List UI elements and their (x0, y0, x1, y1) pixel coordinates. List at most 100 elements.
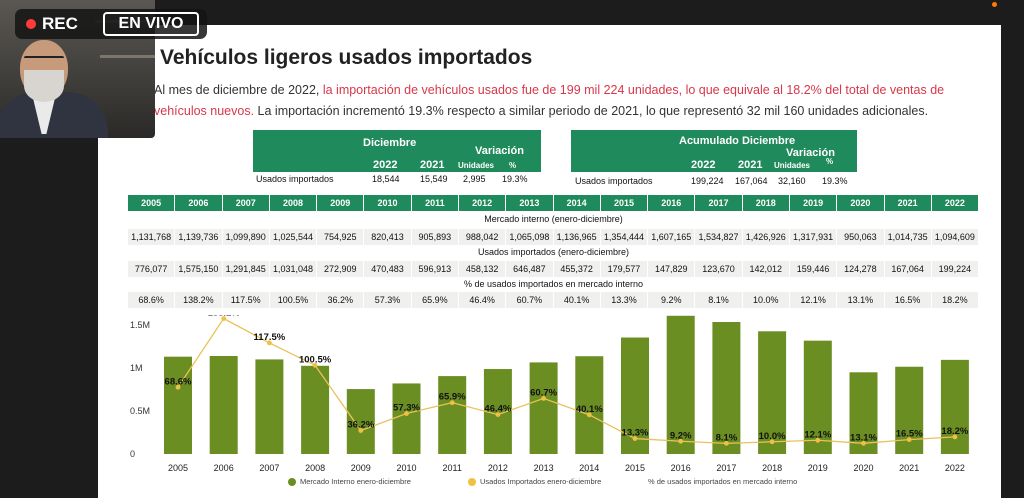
bar (164, 356, 192, 454)
table-header-december: Diciembre Variación 2022 2021 Unidades % (253, 130, 541, 172)
presentation-slide: Vehículos ligeros usados importados Al m… (98, 25, 1001, 498)
mercado-cell: 1,139,736 (175, 229, 223, 245)
usados-point (678, 438, 684, 444)
bar (301, 365, 330, 454)
presenter-beard (24, 70, 64, 102)
bar (209, 355, 238, 454)
x-tick-label: 2011 (443, 463, 462, 473)
usados-point (312, 362, 318, 368)
paragraph-highlight: vehículos nuevos. (154, 104, 255, 118)
mercado-cell: 1,607,165 (648, 229, 696, 245)
paragraph-line-1: Al mes de diciembre de 2022, la importac… (154, 83, 944, 97)
usados-point (449, 400, 455, 406)
bar (849, 372, 878, 454)
section-label-usados: Usados importados (enero-diciembre) (477, 247, 630, 257)
mercado-cell: 1,065,098 (506, 229, 554, 245)
bar (758, 331, 787, 454)
data-label: 60.7% (530, 387, 557, 398)
year-label: 2021 (420, 159, 445, 171)
usados-point (632, 436, 638, 441)
usados-point (952, 434, 958, 440)
pct-label: % (509, 161, 517, 170)
data-label: 9.2% (670, 430, 692, 441)
x-tick-label: 2013 (534, 463, 554, 473)
usados-cell: 646,487 (506, 261, 554, 277)
legend-swatch-green (288, 478, 296, 487)
usados-cell: 124,278 (837, 261, 885, 277)
year-header-cell: 2010 (364, 195, 412, 211)
y-tick-label: 1M (130, 363, 143, 373)
year-header-cell: 2006 (175, 195, 223, 211)
mercado-cell: 950,063 (837, 229, 885, 245)
pct-cell: 13.3% (601, 292, 649, 308)
legend-label: % de usados importados en mercado intern… (648, 477, 798, 486)
live-badge: EN VIVO (103, 12, 199, 36)
y-tick-label: 1.5M (130, 320, 150, 330)
data-row-mercado: 1,131,768 1,139,736 1,099,890 1,025,544 754,… (128, 229, 980, 245)
usados-point (175, 384, 181, 390)
year-header-cell: 2015 (601, 195, 649, 211)
x-tick-label: 2019 (808, 463, 828, 473)
year-header-cell: 2008 (270, 195, 318, 211)
data-label: 65.9% (439, 392, 466, 403)
usados-point (906, 437, 912, 443)
mercado-cell: 1,014,735 (885, 229, 932, 245)
x-tick-label: 2007 (259, 463, 279, 473)
x-tick-label: 2012 (488, 463, 508, 473)
data-label: 16.5% (896, 429, 923, 440)
bar (392, 383, 421, 454)
year-header-cell: 2012 (459, 195, 507, 211)
table-cell: 18,544 (372, 174, 400, 184)
x-tick-label: 2006 (214, 463, 234, 473)
usados-cell: 1,291,845 (223, 261, 270, 277)
data-label: 117.5% (254, 332, 286, 343)
table-header-accumulated: Acumulado Diciembre Variación 2022 2021 … (571, 130, 857, 172)
year-label: 2022 (373, 159, 398, 171)
x-tick-label: 2015 (625, 463, 645, 473)
pct-cell: 138.2% (175, 292, 223, 308)
table-cell: 19.3% (822, 176, 848, 186)
legend-item-mercado: Mercado Interno enero-diciembre (288, 477, 411, 487)
usados-point (815, 437, 821, 443)
pct-cell: 46.4% (459, 292, 507, 308)
x-tick-label: 2014 (579, 463, 599, 473)
pct-label: % (826, 157, 834, 166)
x-tick-label: 2005 (168, 463, 188, 473)
paragraph-line-2: vehículos nuevos. La importación increme… (154, 104, 928, 118)
data-label: 138.2% (208, 315, 241, 319)
year-header-cell: 2005 (128, 195, 176, 211)
data-row-usados: 776,077 1,575,150 1,291,845 1,031,048 272,90… (128, 261, 980, 277)
data-label: 12.1% (804, 429, 831, 440)
usados-cell: 147,829 (648, 261, 696, 277)
header-label: Diciembre (363, 137, 417, 149)
record-dot-icon (26, 19, 36, 29)
year-label: 2022 (691, 159, 716, 171)
legend-label: Usados Importados enero-diciembre (480, 477, 602, 486)
y-tick-label: 0.5M (130, 406, 150, 416)
usados-cell: 199,224 (932, 261, 980, 277)
mercado-cell: 1,534,827 (695, 229, 743, 245)
variation-label: Variación (786, 147, 835, 159)
recording-indicator: REC EN VIVO (15, 9, 207, 39)
data-label: 57.3% (393, 403, 420, 414)
usados-cell: 142,012 (743, 261, 790, 277)
year-header-cell: 2014 (554, 195, 601, 211)
table-cell: 2,995 (463, 174, 486, 184)
data-label: 46.4% (484, 404, 511, 415)
table-cell: 167,064 (735, 176, 768, 186)
x-tick-label: 2017 (716, 463, 736, 473)
x-tick-label: 2009 (351, 463, 371, 473)
year-header-cell: 2009 (317, 195, 365, 211)
usados-cell: 470,483 (364, 261, 412, 277)
usados-point (586, 412, 592, 418)
pct-cell: 12.1% (790, 292, 838, 308)
bar (940, 359, 969, 454)
usados-cell: 272,909 (317, 261, 365, 277)
pct-cell: 117.5% (223, 292, 270, 308)
data-label: 8.1% (716, 432, 738, 443)
bar (666, 315, 695, 454)
data-label: 36.2% (347, 420, 374, 431)
pct-cell: 100.5% (270, 292, 318, 308)
status-dot-icon (992, 2, 997, 7)
